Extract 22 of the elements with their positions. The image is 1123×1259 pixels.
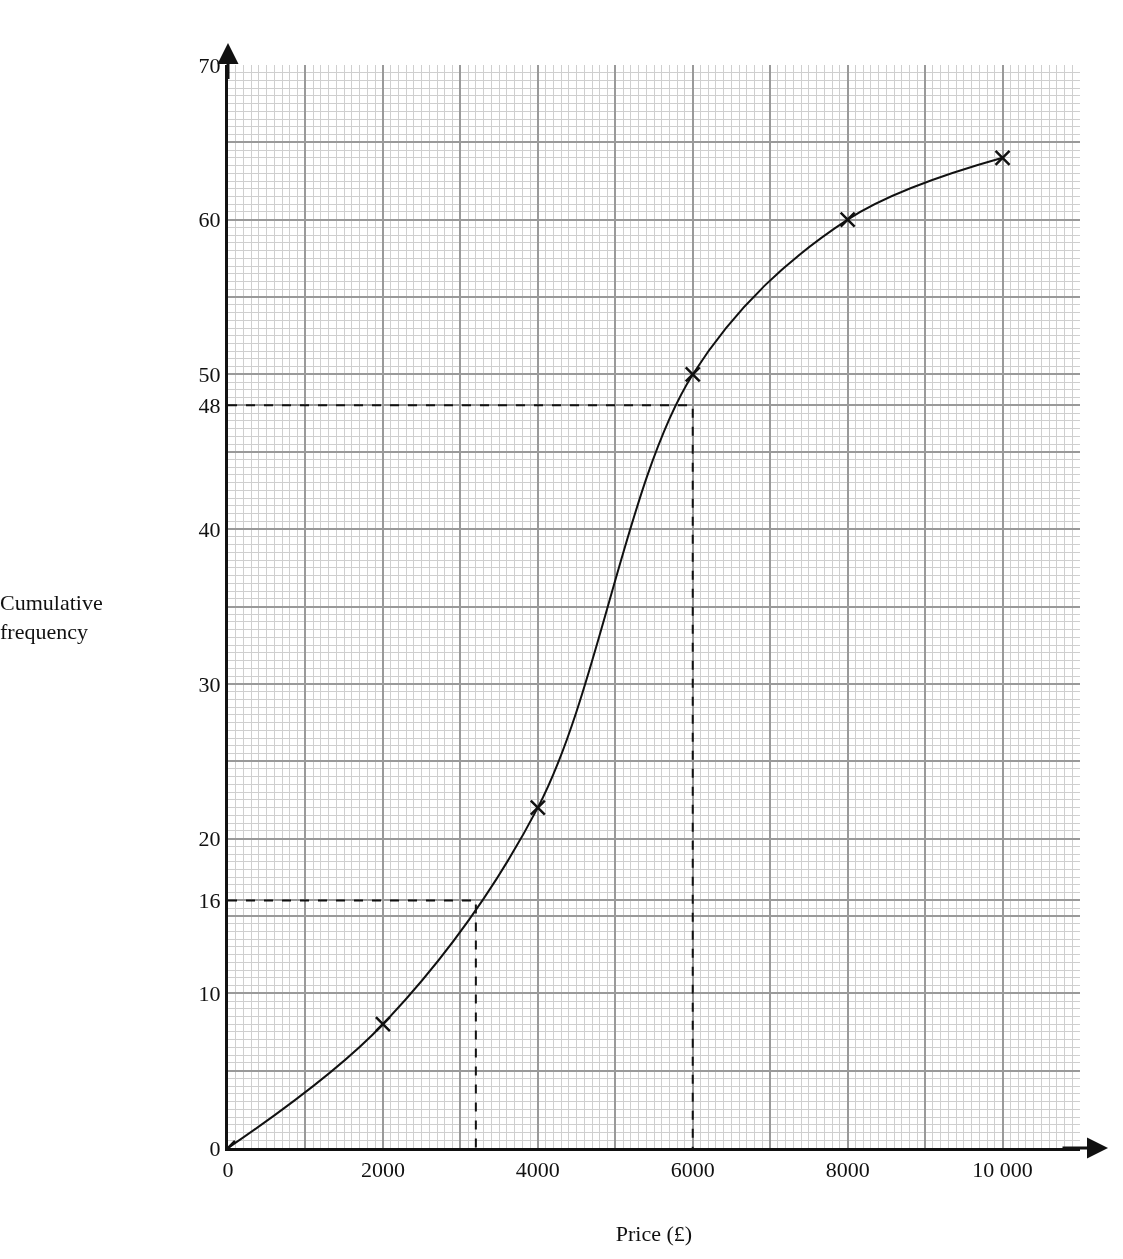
y-axis-title: Cumulative frequency [0,590,103,644]
y-tick-label: 16 [198,888,221,914]
y-tick-label: 50 [198,362,221,388]
y-tick-label: 70 [198,52,221,78]
point [374,1015,392,1033]
point [529,799,547,816]
y-tick-label: 40 [198,516,221,542]
y-tick-label: 20 [198,826,221,852]
point [684,366,701,383]
y-tick-label: 48 [198,393,221,419]
x-tick-label: 6000 [670,1157,715,1183]
y-tick-label: 0 [209,1135,221,1161]
y-tick-label: 10 [198,980,221,1006]
point [839,211,856,228]
x-tick-label: 8000 [825,1157,870,1183]
y-tick-label: 30 [198,671,221,697]
x-tick-label: 4000 [515,1157,560,1183]
x-axis-title: Price (£) [615,1221,693,1247]
point [994,149,1011,167]
x-tick-label: 2000 [360,1157,405,1183]
x-tick-label: 10 000 [972,1157,1033,1183]
y-tick-label: 60 [198,207,221,233]
